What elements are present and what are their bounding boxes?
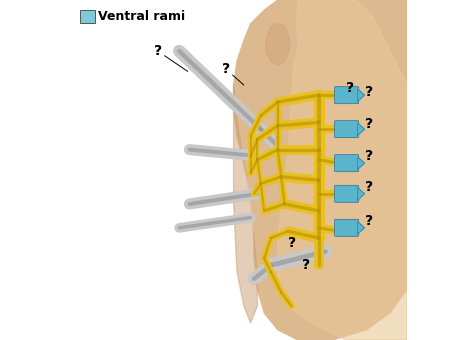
Text: ?: ?	[365, 214, 373, 228]
Polygon shape	[278, 0, 407, 340]
Polygon shape	[358, 123, 365, 135]
FancyBboxPatch shape	[335, 219, 359, 236]
Polygon shape	[358, 89, 365, 101]
Text: ?: ?	[365, 85, 373, 99]
Polygon shape	[358, 157, 365, 169]
Polygon shape	[358, 188, 365, 200]
FancyBboxPatch shape	[335, 185, 359, 202]
Text: ?: ?	[365, 180, 373, 194]
Text: ?: ?	[365, 149, 373, 164]
Text: ?: ?	[346, 81, 354, 96]
Text: ?: ?	[365, 117, 373, 131]
FancyBboxPatch shape	[335, 155, 359, 172]
Text: ?: ?	[301, 258, 310, 272]
Polygon shape	[358, 222, 365, 234]
Text: Ventral rami: Ventral rami	[98, 10, 185, 23]
FancyBboxPatch shape	[335, 121, 359, 138]
Text: ?: ?	[288, 236, 296, 250]
Polygon shape	[234, 0, 407, 340]
Polygon shape	[234, 85, 257, 323]
Ellipse shape	[266, 24, 290, 65]
FancyBboxPatch shape	[335, 87, 359, 104]
Text: ?: ?	[222, 62, 244, 85]
FancyBboxPatch shape	[80, 10, 95, 23]
Text: ?: ?	[154, 44, 188, 71]
Ellipse shape	[263, 7, 297, 75]
